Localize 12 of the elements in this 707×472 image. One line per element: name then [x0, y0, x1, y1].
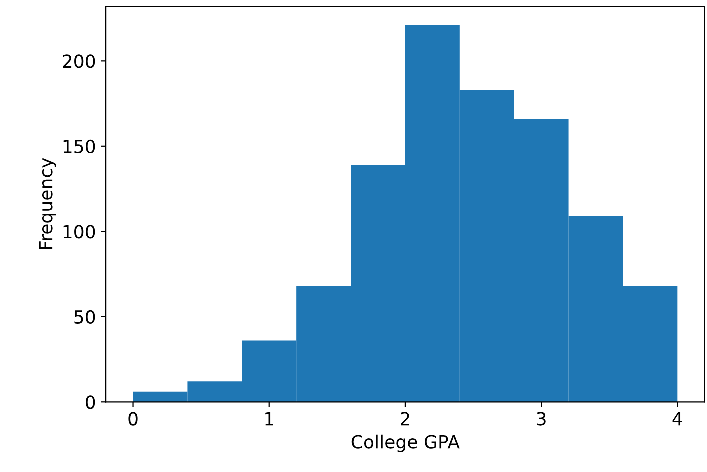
x-tick-label: 2 [401, 412, 410, 426]
y-tick-label: 0 [86, 396, 96, 410]
x-tick-label: 1 [266, 412, 274, 426]
x-tick-label: 4 [672, 412, 682, 426]
y-tick-label: 150 [64, 140, 96, 154]
x-tick-label: 3 [537, 412, 546, 426]
x-axis-title: College GPA [352, 434, 460, 452]
y-tick-label: 200 [63, 54, 96, 68]
y-tick-label: 50 [74, 310, 96, 324]
y-tick-label: 100 [64, 225, 96, 239]
y-axis-title: Frequency [39, 158, 56, 250]
x-tick-label: 0 [128, 412, 138, 426]
